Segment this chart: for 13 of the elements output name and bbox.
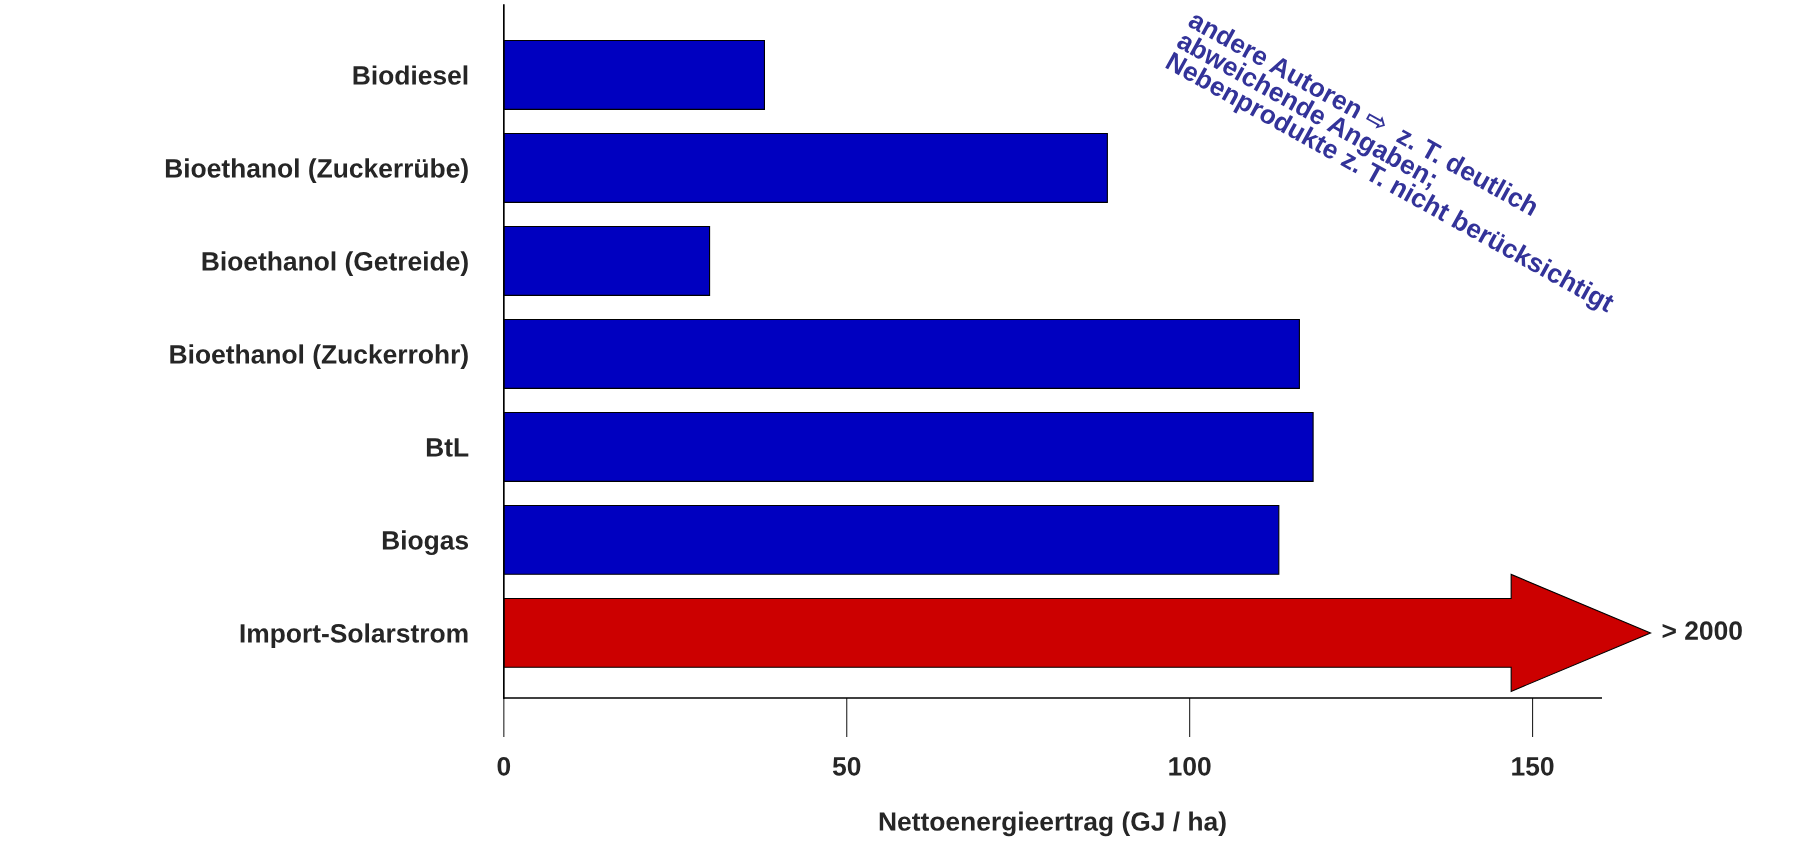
y-tick-label: BtL xyxy=(426,438,469,457)
y-tick-label: Biogas xyxy=(382,530,469,556)
y-tick-label: Import-Solarstrom xyxy=(240,623,468,648)
x-axis-title: Nettoenergieertrag (GJ / ha) xyxy=(879,811,1226,837)
x-tick-label: 100 xyxy=(1169,757,1211,776)
x-tick-label: 50 xyxy=(832,757,861,776)
text: > 2000 xyxy=(1662,621,1742,640)
x-tick-label: 0 xyxy=(497,757,511,776)
x-tick-label: 150 xyxy=(1512,757,1554,776)
y-tick-label: Bioethanol (Zuckerrübe) xyxy=(165,158,468,183)
y-tick-label: Bioethanol (Zuckerrohr) xyxy=(170,344,468,369)
y-tick-label: Bioethanol (Getreide) xyxy=(202,251,468,276)
y-tick-label: Biodiesel xyxy=(353,65,468,85)
